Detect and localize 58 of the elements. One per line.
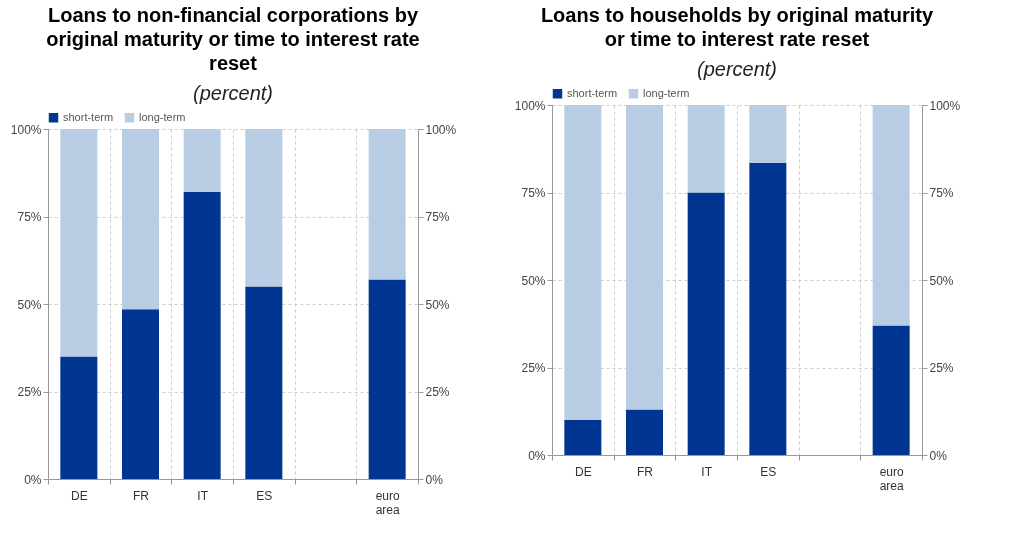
y-tick-label: 0%: [528, 448, 546, 463]
y2-tick-label: 75%: [929, 186, 954, 200]
x-tick-label: FR: [133, 488, 150, 503]
y-tick-label: 25%: [521, 361, 546, 375]
chart-title: Loans to households by original maturity or time to interest rate reset: [540, 4, 934, 50]
x-tick-label: DE: [575, 464, 592, 479]
y-tick-label: 75%: [521, 186, 546, 200]
chart-subtitle: (percent): [696, 58, 778, 80]
x-tick-label: ES: [256, 488, 273, 503]
bar: [626, 105, 663, 410]
x-tick-label: IT: [701, 464, 713, 479]
bar: [872, 325, 910, 455]
chart-subtitle: (percent): [192, 82, 274, 104]
x-tick-label: euro area: [879, 464, 904, 493]
bar: [122, 129, 159, 310]
y-tick-label: 100%: [10, 122, 42, 137]
y2-tick-label: 100%: [425, 122, 457, 137]
bar: [60, 129, 98, 357]
y-tick-label: 0%: [24, 472, 42, 487]
bar: [872, 105, 910, 326]
y2-tick-label: 25%: [425, 385, 450, 399]
y2-tick-label: 100%: [929, 98, 961, 113]
bar: [122, 309, 159, 479]
y2-tick-label: 50%: [425, 297, 450, 312]
bar: [626, 409, 663, 455]
y-tick-label: 75%: [17, 210, 42, 224]
bar: [687, 192, 725, 455]
y-tick-label: 50%: [521, 273, 546, 288]
bar: [749, 105, 787, 163]
bar: [687, 105, 725, 193]
bar: [368, 279, 406, 479]
bar: [245, 129, 283, 287]
y2-tick-label: 25%: [929, 361, 954, 375]
bar: [183, 129, 221, 192]
x-tick-label: ES: [760, 464, 777, 479]
x-tick-label: euro area: [375, 488, 400, 517]
legend-label: short-term: [567, 86, 618, 99]
bar: [368, 129, 406, 280]
bar: [564, 420, 602, 455]
x-tick-label: FR: [637, 464, 654, 479]
x-tick-label: DE: [71, 488, 88, 503]
y-tick-label: 50%: [17, 297, 42, 312]
y2-tick-label: 50%: [929, 273, 954, 288]
y-tick-label: 25%: [17, 385, 42, 399]
legend-label: short-term: [63, 110, 114, 123]
y2-tick-label: 0%: [929, 448, 948, 463]
y2-tick-label: 0%: [425, 472, 444, 487]
x-tick-label: IT: [197, 488, 209, 503]
bar: [60, 356, 98, 479]
bar: [183, 192, 221, 479]
legend-label: long-term: [139, 110, 186, 123]
y2-tick-label: 75%: [425, 210, 450, 224]
chart-title: Loans to non-financial corporations by original maturity or time to interest rate reset: [46, 4, 420, 74]
y-tick-label: 100%: [514, 98, 546, 113]
bar: [245, 286, 283, 479]
legend-label: long-term: [643, 86, 690, 99]
bar: [564, 105, 602, 420]
bar: [749, 162, 787, 455]
